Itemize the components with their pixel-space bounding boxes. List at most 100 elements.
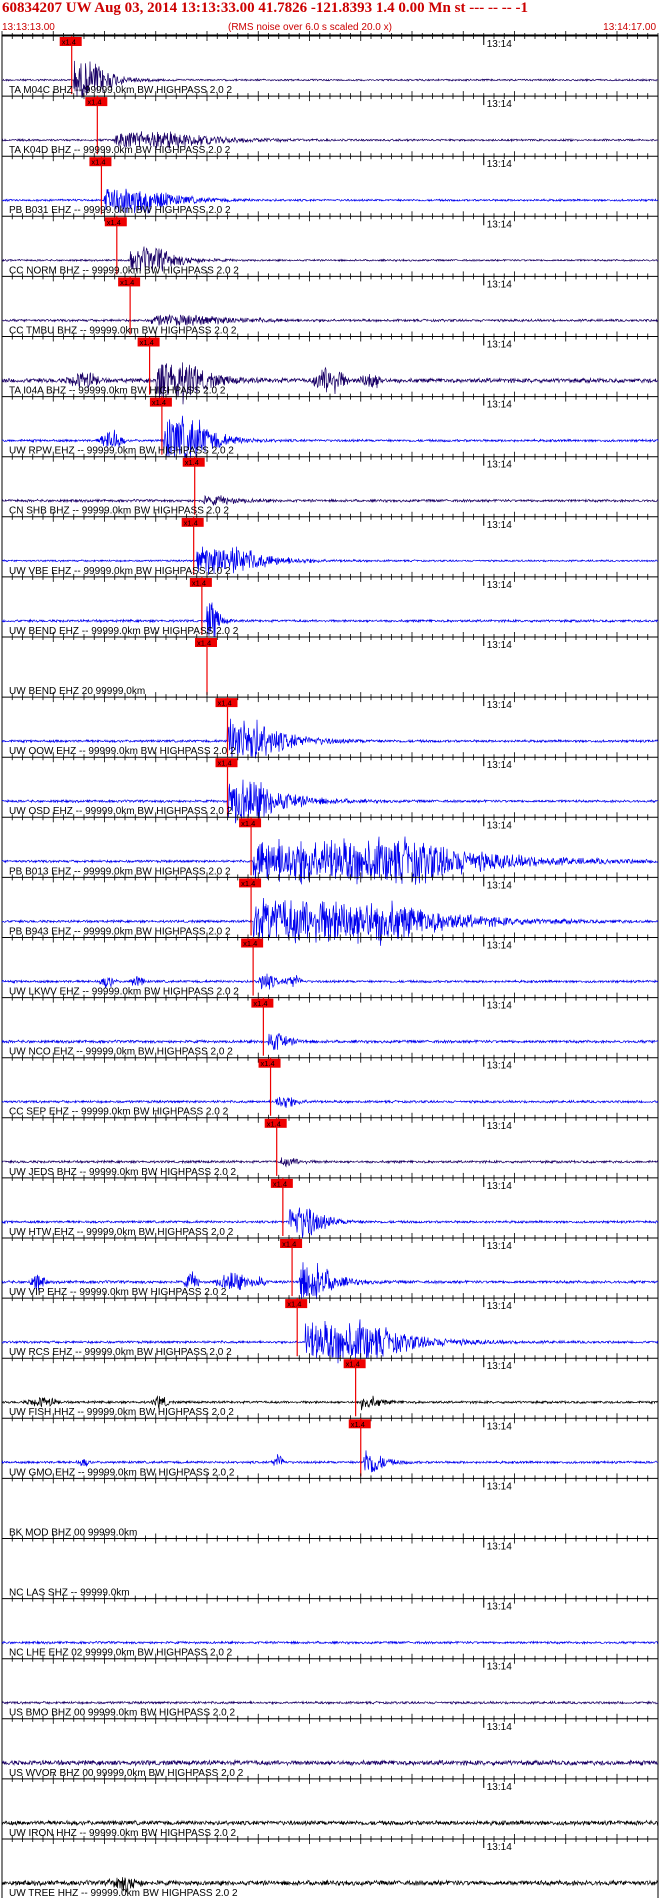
trace-row: 13:14 US WVOR BHZ 00 99999.0km BW HIGHPAS… — [1, 1713, 659, 1779]
trace-row: 13:14 x1.4 UW OSD EHZ -- 99999.0km BW HIGH… — [1, 752, 659, 824]
pick-flag — [264, 1118, 287, 1128]
pick-label: x1.4 — [184, 518, 198, 527]
waveform — [1, 1877, 659, 1893]
minute-label: 13:14 — [487, 99, 512, 110]
station-label: CC TMBU BHZ -- 99999.0km BW HIGHPASS 2.0… — [9, 325, 237, 336]
pick-label: x1.4 — [62, 38, 76, 47]
station-label: NC LAS SHZ -- 99999.0km — [9, 1588, 130, 1599]
station-label: UW RCS EHZ -- 99999.0km BW HIGHPASS 2.0 … — [9, 1347, 232, 1358]
station-label: US BMO BHZ 00 99999.0km BW HIGHPASS 2.0 … — [9, 1708, 235, 1719]
minute-label: 13:14 — [487, 941, 512, 952]
pick-flag — [189, 577, 212, 587]
minute-label: 13:14 — [487, 520, 512, 531]
station-label: TA K04D BHZ -- 99999.0km BW HIGHPASS 2.0… — [9, 145, 231, 156]
minute-label: 13:14 — [487, 279, 512, 290]
trace-row: 13:14 x1.4 UW GMO EHZ -- 99999.0km BW HIGH… — [1, 1413, 659, 1478]
end-time-label: 13:14:17.00 — [603, 22, 656, 33]
trace-row: 13:14 x1.4 UW VBE EHZ -- 99999.0km BW HIGH… — [1, 511, 659, 577]
pick-label: x1.4 — [243, 939, 257, 948]
station-label: UW JEDS BHZ -- 99999.0km BW HIGHPASS 2.0… — [9, 1167, 237, 1178]
waveform — [1, 897, 659, 946]
minute-label: 13:14 — [487, 340, 512, 351]
waveform — [1, 415, 659, 462]
waveform — [1, 60, 659, 99]
pick-flag — [280, 1239, 303, 1248]
trace-row: 13:14 UW TREE HHZ -- 99999.0km BW HIGHPAS… — [1, 1834, 659, 1898]
trace-row: 13:14 x1.4 UW LKWV EHZ -- 99999.0km BW HIG… — [1, 932, 659, 998]
minute-label: 13:14 — [487, 1542, 512, 1553]
station-label: UW VBE EHZ -- 99999.0km BW HIGHPASS 2.0 … — [9, 566, 231, 577]
trace-row: 13:14 x1.4 TA M04C BHZ -- 99999.0km BW HIG… — [1, 31, 659, 99]
trace-row: 13:14 BK MOD BHZ 00 99999.0km — [1, 1473, 659, 1538]
minute-label: 13:14 — [487, 820, 512, 831]
pick-label: x1.4 — [87, 98, 101, 107]
page-title: 60834207 UW Aug 03, 2014 13:13:33.00 41.… — [2, 0, 528, 16]
pick-flag — [195, 638, 217, 647]
station-label: UW TREE HHZ -- 99999.0km BW HIGHPASS 2.0… — [9, 1888, 238, 1898]
minute-label: 13:14 — [487, 760, 512, 771]
pick-label: x1.4 — [91, 158, 105, 167]
station-label: UW RPW EHZ -- 99999.0km BW HIGHPASS 2.0 … — [9, 446, 234, 457]
waveform — [1, 313, 659, 326]
trace-row: 13:14 x1.4 UW RPW EHZ -- 99999.0km BW HIGH… — [1, 391, 659, 462]
waveform — [1, 1395, 659, 1411]
station-label: CC SEP EHZ -- 99999.0km BW HIGHPASS 2.0 … — [9, 1107, 229, 1118]
trace-row: 13:14 x1.4 TA K04D BHZ -- 99999.0km BW HIG… — [1, 91, 659, 156]
trace-row: 13:14 x1.4 CN SHB BHZ -- 99999.0km BW HIGH… — [1, 451, 659, 517]
waveform — [1, 1819, 659, 1827]
station-label: PB B943 EHZ -- 99999.0km BW HIGHPASS 2.0… — [9, 926, 231, 937]
rms-note: (RMS noise over 6.0 s scaled 20.0 x) — [228, 22, 392, 33]
waveform — [1, 131, 659, 149]
pick-flag — [239, 878, 262, 888]
pick-label: x1.4 — [218, 699, 232, 708]
waveform — [1, 1640, 659, 1646]
waveform — [1, 1262, 659, 1300]
pick-flag — [258, 1058, 281, 1068]
pick-label: x1.4 — [120, 278, 134, 287]
pick-flag — [239, 818, 262, 828]
waveform — [1, 1759, 659, 1767]
station-label: UW OOW EHZ -- 99999.0km BW HIGHPASS 2.0 … — [9, 746, 236, 757]
pick-flag — [285, 1299, 308, 1309]
trace-row: 13:14 x1.4 CC SEP EHZ -- 99999.0km BW HIGH… — [1, 1052, 659, 1118]
minute-label: 13:14 — [487, 580, 512, 591]
pick-label: x1.4 — [273, 1179, 287, 1188]
station-label: PB B031 EHZ -- 99999.0km BW HIGHPASS 2.0… — [9, 205, 231, 216]
pick-flag — [85, 97, 108, 107]
pick-label: x1.4 — [267, 1119, 281, 1128]
station-label: BK MOD BHZ 00 99999.0km — [9, 1527, 137, 1538]
minute-label: 13:14 — [487, 1842, 512, 1853]
pick-flag — [241, 938, 264, 948]
trace-row: 13:14 x1.4 UW FISH HHZ -- 99999.0km BW HIG… — [1, 1353, 659, 1418]
pick-flag — [149, 397, 172, 407]
start-time-label: 13:13:13.00 — [2, 22, 55, 33]
minute-label: 13:14 — [487, 1602, 512, 1613]
pick-flag — [182, 457, 205, 467]
minute-label: 13:14 — [487, 1061, 512, 1072]
waveform — [1, 779, 659, 824]
waveform — [1, 246, 659, 272]
station-label: UW FISH HHZ -- 99999.0km BW HIGHPASS 2.0… — [9, 1407, 234, 1418]
trace-row: 13:14 x1.4 UW BEND EHZ 20 99999.0km — [1, 632, 659, 697]
trace-row: 13:14 x1.4 UW VIP EHZ -- 99999.0km BW HIGH… — [1, 1233, 659, 1300]
waveform — [1, 362, 659, 405]
trace-row: 13:14 x1.4 UW HTW EHZ -- 99999.0km BW HIGH… — [1, 1172, 659, 1238]
trace-row: 13:14 x1.4 CC TMBU BHZ -- 99999.0km BW HIG… — [1, 271, 659, 336]
station-label: UW OSD EHZ -- 99999.0km BW HIGHPASS 2.0 … — [9, 806, 233, 817]
minute-label: 13:14 — [487, 400, 512, 411]
trace-row: 13:14 x1.4 PB B031 EHZ -- 99999.0km BW HIG… — [1, 151, 659, 216]
pick-flag — [215, 758, 238, 768]
plot-frame — [1, 34, 659, 1898]
minute-label: 13:14 — [487, 460, 512, 471]
waveform — [1, 718, 659, 759]
waveform — [1, 973, 659, 990]
pick-flag — [104, 217, 127, 227]
trace-row: 13:14 NC LAS SHZ -- 99999.0km — [1, 1533, 659, 1599]
pick-label: x1.4 — [346, 1360, 360, 1369]
waveform — [1, 836, 659, 885]
pick-label: x1.4 — [197, 639, 211, 648]
station-label: UW GMO EHZ -- 99999.0km BW HIGHPASS 2.0 … — [9, 1467, 235, 1478]
trace-row: 13:14 x1.4 PB B943 EHZ -- 99999.0km BW HIG… — [1, 872, 659, 946]
